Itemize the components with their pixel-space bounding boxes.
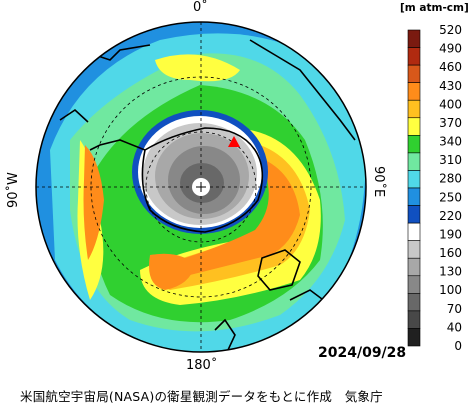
legend-color-box: [407, 328, 421, 347]
legend-tick-label: 310: [439, 153, 462, 167]
ozone-field: [36, 22, 366, 352]
legend-color-box: [407, 170, 421, 189]
legend-color-box: [407, 29, 421, 48]
legend-tick-label: 520: [439, 23, 462, 37]
legend-color-box: [407, 257, 421, 277]
legend-color-box: [407, 275, 421, 294]
legend-color-box: [407, 310, 421, 329]
legend-tick-label: 370: [439, 116, 462, 130]
legend-tick-label: 400: [439, 97, 462, 111]
legend-tick-label: 0: [454, 339, 462, 353]
legend-color-box: [407, 205, 421, 224]
coastlines: [59, 39, 356, 351]
legend-color-box: [407, 82, 421, 101]
legend-tick-label: 100: [439, 283, 462, 297]
legend-tick-label: 130: [439, 265, 462, 279]
legend-color-box: [407, 152, 421, 171]
legend-tick-label: 70: [447, 302, 462, 316]
legend-tick-label: 250: [439, 190, 462, 204]
legend-color-box: [407, 47, 421, 66]
legend-color-box: [407, 240, 421, 259]
label-0deg: 0˚: [193, 0, 208, 15]
legend-color-box: [407, 117, 421, 136]
legend-tick-label: 190: [439, 227, 462, 241]
legend-tick-label: 340: [439, 135, 462, 149]
legend-color-box: [407, 187, 421, 206]
station-marker-icon: [228, 136, 240, 147]
label-180deg: 180˚: [186, 358, 218, 373]
legend-color-box: [407, 64, 421, 83]
legend-color-box: [407, 293, 421, 312]
credit-note: 米国航空宇宙局(NASA)の衛星観測データをもとに作成 気象庁: [20, 389, 383, 404]
legend-unit: [m atm-cm]: [400, 2, 469, 14]
legend-tick-label: 430: [439, 79, 462, 93]
legend-color-box: [407, 222, 421, 241]
legend-color-box: [407, 135, 421, 154]
legend-tick-label: 460: [439, 60, 462, 74]
legend-tick-label: 280: [439, 172, 462, 186]
legend-tick-label: 40: [447, 320, 462, 334]
legend-tick-label: 160: [439, 246, 462, 260]
legend-tick-label: 490: [439, 42, 462, 56]
legend-color-box: [407, 99, 421, 119]
observation-date: 2024/09/28: [318, 345, 407, 361]
legend-tick-label: 220: [439, 209, 462, 223]
